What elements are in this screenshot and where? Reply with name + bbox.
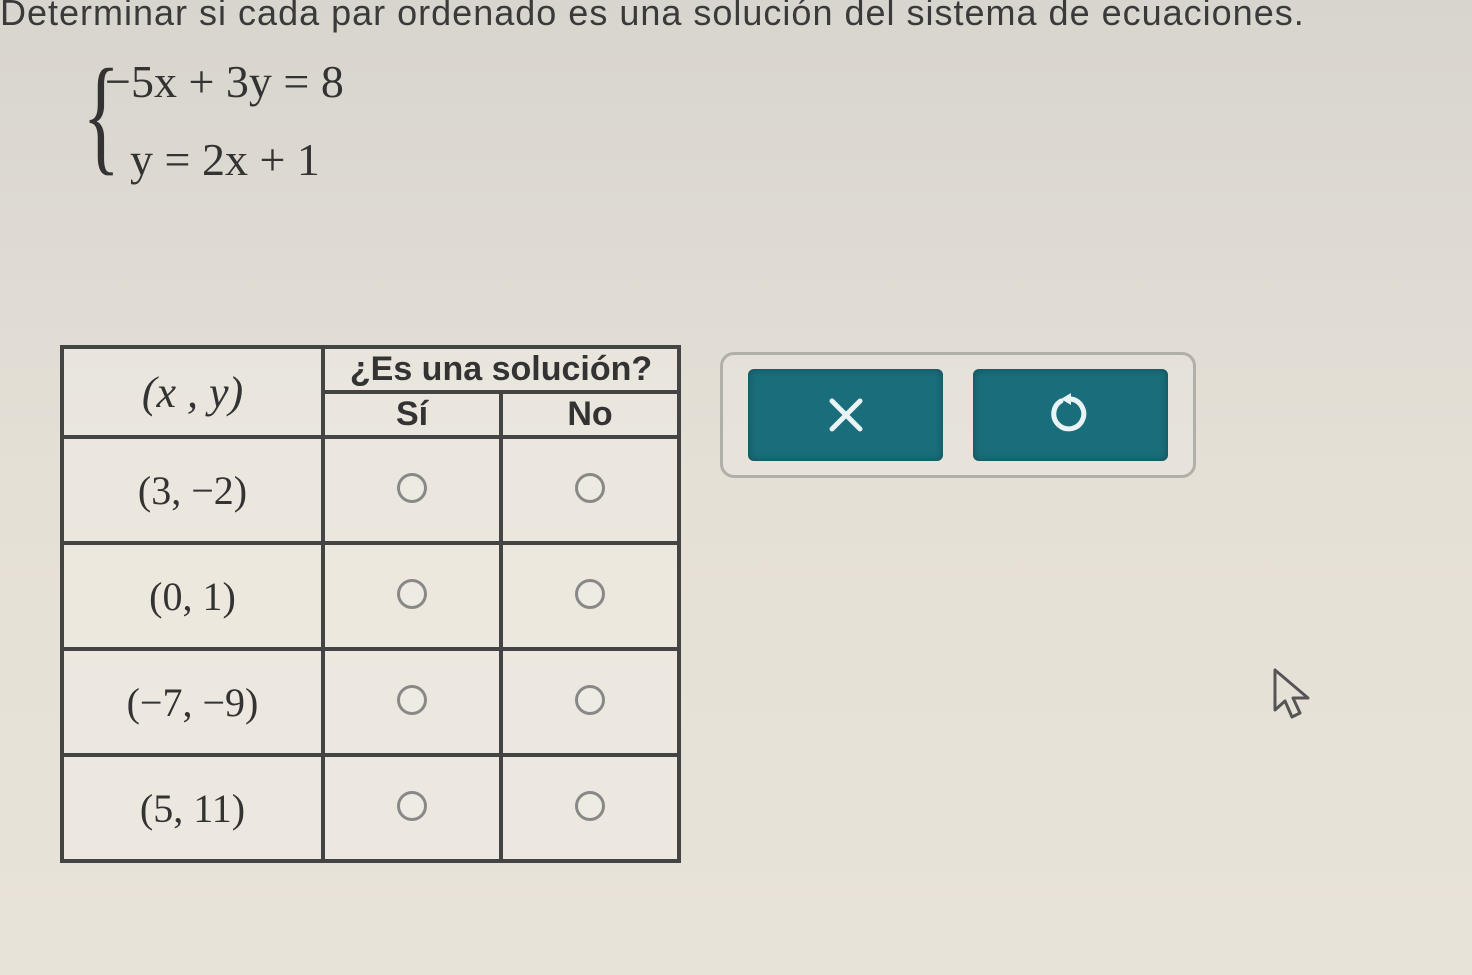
radio-no[interactable]	[575, 685, 605, 715]
radio-yes[interactable]	[397, 685, 427, 715]
cursor-icon	[1270, 665, 1320, 725]
equation-2: y = 2x + 1	[130, 133, 344, 186]
column-yes: Sí	[323, 392, 501, 437]
equation-1: −5x + 3y = 8	[105, 55, 344, 108]
check-button[interactable]	[748, 369, 943, 461]
brace-icon: {	[82, 50, 119, 180]
solution-table: (x , y) ¿Es una solución? Sí No (3, −2) …	[60, 345, 681, 863]
radio-no[interactable]	[575, 791, 605, 821]
table-row: (3, −2)	[62, 437, 679, 543]
table-row: (5, 11)	[62, 755, 679, 861]
radio-no[interactable]	[575, 579, 605, 609]
instruction-text: Determinar si cada par ordenado es una s…	[0, 0, 1305, 34]
radio-yes[interactable]	[397, 473, 427, 503]
table-row: (0, 1)	[62, 543, 679, 649]
column-no: No	[501, 392, 679, 437]
equation-system: { −5x + 3y = 8 y = 2x + 1	[105, 55, 344, 186]
undo-icon	[1049, 393, 1093, 437]
pair-cell: (3, −2)	[62, 437, 323, 543]
radio-no[interactable]	[575, 473, 605, 503]
table-row: (−7, −9)	[62, 649, 679, 755]
solution-header: ¿Es una solución?	[323, 347, 679, 392]
action-button-panel	[720, 352, 1196, 478]
pair-cell: (5, 11)	[62, 755, 323, 861]
x-icon	[826, 395, 866, 435]
reset-button[interactable]	[973, 369, 1168, 461]
pair-cell: (0, 1)	[62, 543, 323, 649]
xy-label: (x , y)	[142, 368, 243, 417]
xy-header-cell: (x , y)	[62, 347, 323, 437]
radio-yes[interactable]	[397, 579, 427, 609]
radio-yes[interactable]	[397, 791, 427, 821]
pair-cell: (−7, −9)	[62, 649, 323, 755]
